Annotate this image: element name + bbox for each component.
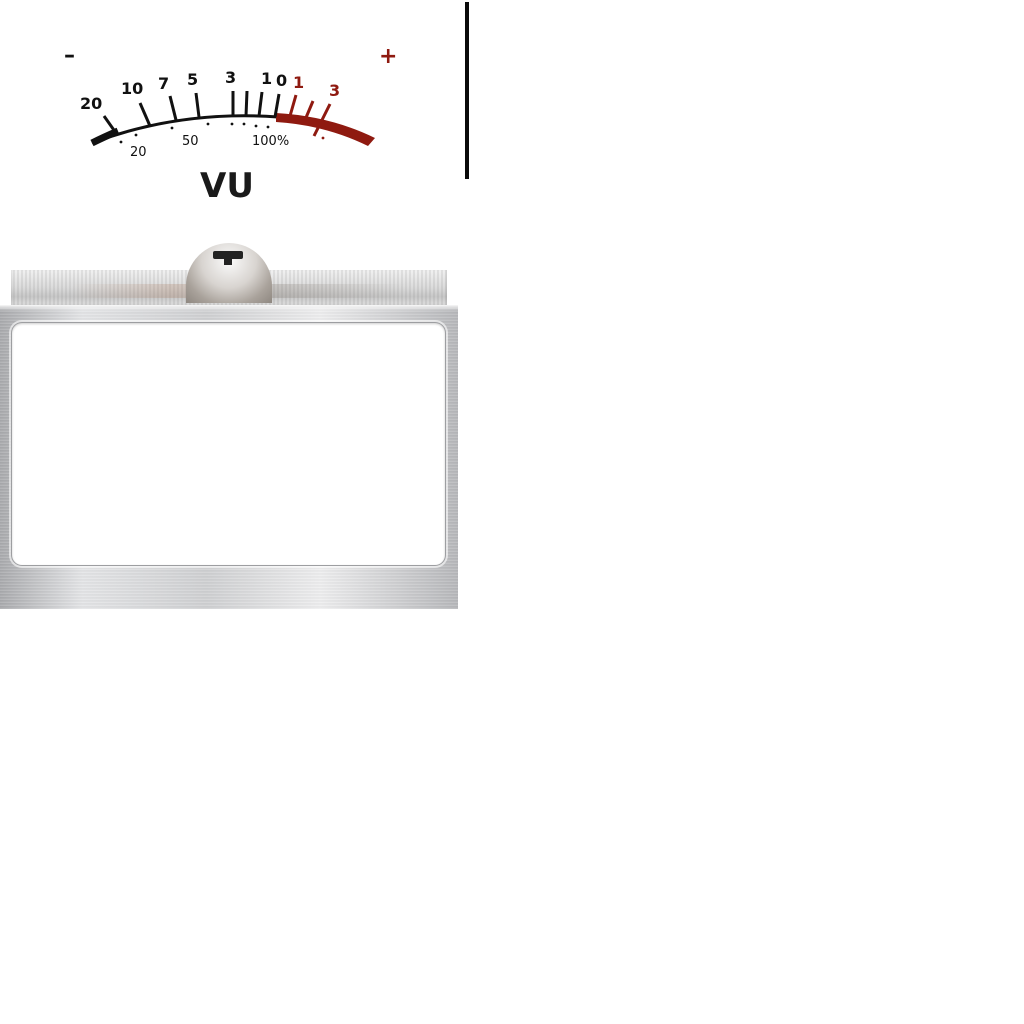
minor-dot (230, 122, 234, 126)
percent-label-20: 20 (130, 145, 147, 160)
minus-sign: – (64, 43, 75, 68)
minor-dot (242, 122, 246, 126)
minor-dot (170, 126, 174, 130)
tick-red-3 (312, 103, 332, 137)
db-label-3: 3 (225, 68, 236, 87)
tick-5 (194, 92, 201, 118)
minor-dot (266, 125, 270, 129)
tick-red-2 (303, 100, 315, 121)
db-label-0: 0 (276, 71, 287, 90)
tick-7 (168, 95, 178, 121)
meter-chrome-housing (0, 242, 460, 610)
vu-label: VU (200, 166, 254, 206)
meter-needle (465, 2, 469, 179)
meter-window (12, 323, 445, 565)
minor-dot (206, 122, 210, 126)
tick-20 (102, 115, 118, 134)
db-label-red-3: 3 (329, 81, 340, 100)
minor-dot (119, 140, 123, 144)
db-label-5: 5 (187, 70, 198, 89)
vu-meter-scale: – + 20 10 7 5 3 1 0 1 3 20 50 100% VU (64, 43, 397, 206)
scale-arc-red (276, 113, 375, 146)
zero-adjust-screw[interactable] (186, 243, 272, 303)
db-label-red-1: 1 (293, 73, 304, 92)
minor-dot (254, 124, 258, 128)
percent-label-50: 50 (182, 134, 199, 149)
tick-1 (257, 91, 264, 117)
percent-label-100: 100% (252, 134, 289, 149)
tick-0 (273, 93, 281, 118)
tick-2 (244, 90, 249, 117)
db-label-10: 10 (121, 79, 143, 98)
minor-dot (134, 133, 138, 137)
tick-red-1 (288, 94, 298, 117)
minor-dot (321, 136, 325, 140)
chrome-bezel-frame (0, 305, 458, 609)
screw-slot-icon (213, 251, 243, 265)
plus-sign: + (379, 44, 397, 69)
tick-10 (138, 102, 152, 127)
db-label-7: 7 (158, 74, 169, 93)
db-label-1: 1 (261, 69, 272, 88)
db-label-20: 20 (80, 94, 102, 113)
